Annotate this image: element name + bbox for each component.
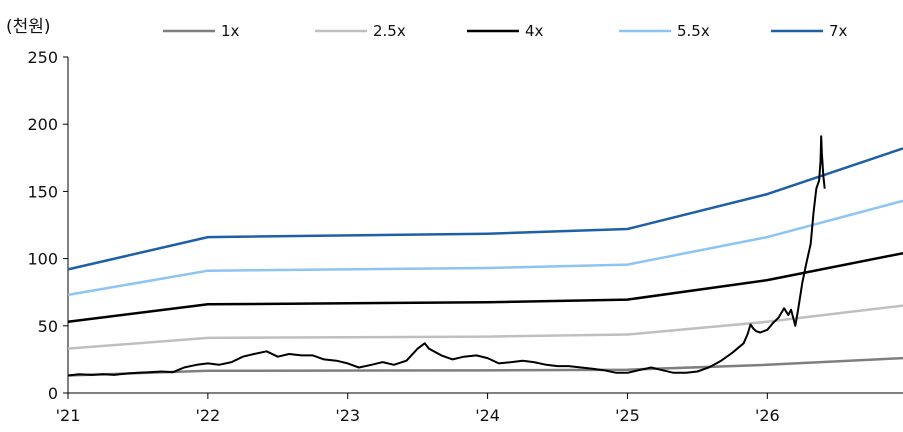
legend-label: 1x <box>221 22 240 40</box>
x-tick-label: '23 <box>335 406 360 425</box>
price-line <box>67 135 826 377</box>
y-axis-unit-label: (천원) <box>6 17 51 37</box>
legend-label: 4x <box>525 22 544 40</box>
band-line-1x <box>67 356 903 377</box>
band-line-2_5x <box>67 304 903 350</box>
x-tick-label: '22 <box>195 406 220 425</box>
band-lines <box>67 147 903 377</box>
x-tick-label: '25 <box>615 406 640 425</box>
y-tick-label: 250 <box>27 48 58 67</box>
legend-label: 5.5x <box>677 22 710 40</box>
legend: 1x 2.5x 4x 5.5x 7x <box>163 22 848 40</box>
y-tick-label: 200 <box>27 115 58 134</box>
x-tick-label: '21 <box>56 406 81 425</box>
price-line-group <box>67 135 826 377</box>
x-tick-label: '26 <box>755 406 780 425</box>
x-tick-label: '24 <box>475 406 500 425</box>
y-tick-label: 0 <box>48 384 58 403</box>
y-tick-label: 100 <box>27 250 58 269</box>
band-line-5_5x <box>67 199 903 297</box>
band-line-4x <box>67 251 903 324</box>
legend-label: 2.5x <box>373 22 406 40</box>
y-tick-label: 50 <box>38 317 58 336</box>
legend-label: 7x <box>829 22 848 40</box>
band-line-7x <box>67 147 903 271</box>
axes: 0 50 100 150 200 250 '21 '22 '23 '24 '25 '26 <box>27 48 903 425</box>
y-tick-label: 150 <box>27 182 58 201</box>
